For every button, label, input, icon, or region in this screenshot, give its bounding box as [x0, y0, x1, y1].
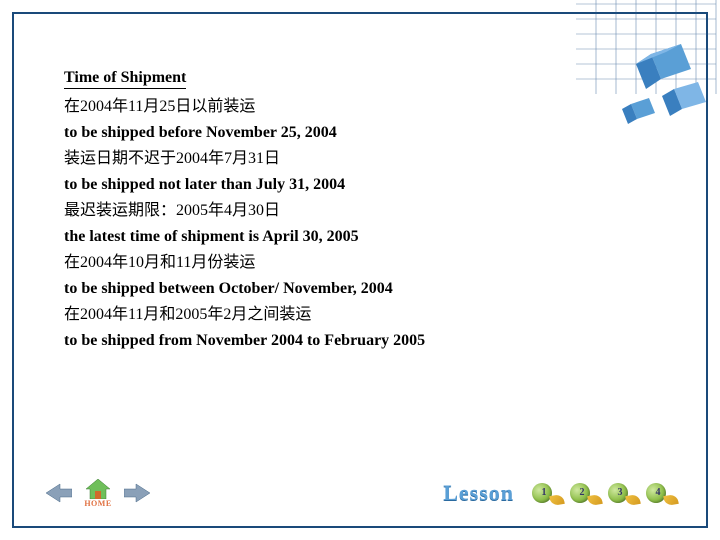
next-button[interactable] [120, 478, 154, 508]
lesson-number-badge[interactable]: 2 [570, 481, 602, 505]
body-line: to be shipped before November 25, 2004 [64, 123, 656, 143]
prev-button[interactable] [42, 478, 76, 508]
lesson-number-row: 1234 [532, 481, 678, 505]
lesson-number-badge[interactable]: 4 [646, 481, 678, 505]
home-button[interactable]: HOME [76, 475, 120, 511]
body-line: 在2004年11月和2005年2月之间装运 [64, 305, 656, 325]
body-line: the latest time of shipment is April 30,… [64, 227, 656, 247]
home-icon [84, 479, 112, 499]
footer-nav: HOME Lesson 1234 [14, 468, 706, 518]
lesson-number-badge[interactable]: 3 [608, 481, 640, 505]
body-line: 在2004年10月和11月份装运 [64, 253, 656, 273]
body-line: 在2004年11月25日以前装运 [64, 97, 656, 117]
body-line: to be shipped from November 2004 to Febr… [64, 331, 656, 351]
slide-frame: Time of Shipment 在2004年11月25日以前装运 to be s… [12, 12, 708, 528]
body-line: to be shipped between October/ November,… [64, 279, 656, 299]
content-area: Time of Shipment 在2004年11月25日以前装运 to be s… [14, 14, 706, 351]
body-line: 装运日期不迟于2004年7月31日 [64, 149, 656, 169]
body-line: 最迟装运期限：2005年4月30日 [64, 201, 656, 221]
body-line: to be shipped not later than July 31, 20… [64, 175, 656, 195]
lesson-number-badge[interactable]: 1 [532, 481, 564, 505]
lesson-label: Lesson [443, 480, 514, 506]
heading: Time of Shipment [64, 69, 186, 89]
home-label: HOME [84, 499, 111, 508]
nav-cluster: HOME [42, 475, 154, 511]
